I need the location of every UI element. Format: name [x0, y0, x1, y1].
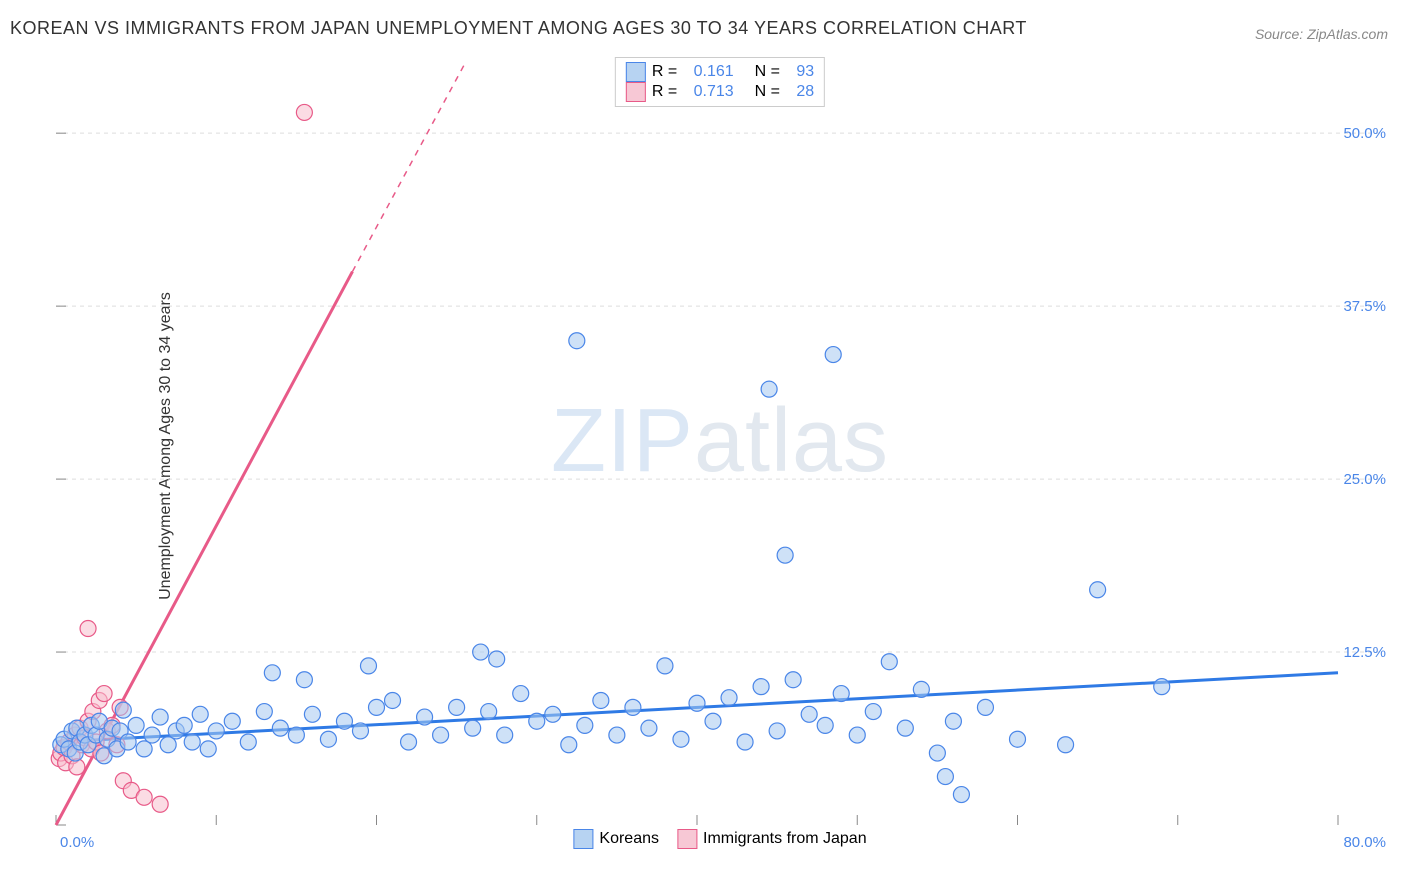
- correlation-legend: R = 0.161 N = 93 R = 0.713 N = 28: [615, 57, 825, 107]
- legend-swatch-japan: [677, 829, 697, 849]
- series-legend: Koreans Immigrants from Japan: [573, 829, 866, 849]
- legend-swatch-series1: [626, 62, 646, 82]
- chart-title: KOREAN VS IMMIGRANTS FROM JAPAN UNEMPLOY…: [10, 18, 1027, 39]
- svg-text:25.0%: 25.0%: [1343, 471, 1386, 488]
- legend-swatch-koreans: [573, 829, 593, 849]
- legend-swatch-series2: [626, 82, 646, 102]
- chart-plot-area: ZIPatlas 12.5%25.0%37.5%50.0%0.0%80.0% R…: [48, 52, 1392, 852]
- svg-text:50.0%: 50.0%: [1343, 125, 1386, 142]
- svg-text:37.5%: 37.5%: [1343, 298, 1386, 315]
- scatter-chart-svg: 12.5% 25.0% 37.5% 50.0% 0.0% 80.0%: [48, 52, 1392, 852]
- svg-text:0.0%: 0.0%: [60, 834, 94, 851]
- legend-row-series1: R = 0.161 N = 93: [626, 62, 814, 82]
- source-attribution: Source: ZipAtlas.com: [1255, 26, 1388, 42]
- legend-row-series2: R = 0.713 N = 28: [626, 82, 814, 102]
- svg-text:12.5%: 12.5%: [1343, 644, 1386, 661]
- svg-text:80.0%: 80.0%: [1343, 834, 1386, 851]
- legend-item-series2: Immigrants from Japan: [677, 829, 867, 849]
- legend-item-series1: Koreans: [573, 829, 659, 849]
